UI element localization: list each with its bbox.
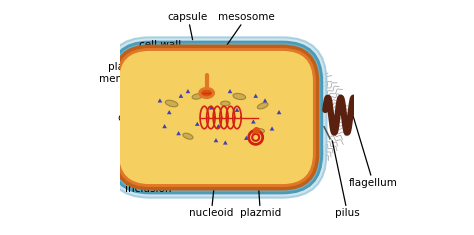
Polygon shape bbox=[216, 124, 221, 128]
FancyBboxPatch shape bbox=[119, 51, 313, 184]
Polygon shape bbox=[223, 140, 228, 145]
Ellipse shape bbox=[252, 129, 264, 134]
Polygon shape bbox=[244, 136, 249, 140]
Polygon shape bbox=[251, 119, 255, 124]
Polygon shape bbox=[162, 124, 167, 128]
Polygon shape bbox=[209, 105, 214, 110]
FancyBboxPatch shape bbox=[110, 42, 322, 193]
Text: cell wall: cell wall bbox=[139, 40, 181, 71]
Polygon shape bbox=[228, 89, 232, 93]
Polygon shape bbox=[179, 94, 183, 98]
Polygon shape bbox=[176, 131, 181, 135]
Polygon shape bbox=[270, 126, 274, 131]
Text: cytoplasm: cytoplasm bbox=[118, 113, 172, 122]
Polygon shape bbox=[277, 110, 282, 114]
Polygon shape bbox=[186, 89, 190, 93]
Polygon shape bbox=[200, 89, 204, 93]
Text: mesosome: mesosome bbox=[207, 12, 275, 74]
Text: flagellum: flagellum bbox=[349, 109, 398, 188]
FancyBboxPatch shape bbox=[106, 37, 327, 198]
Text: pilus: pilus bbox=[332, 141, 360, 218]
Text: plasma
membrane: plasma membrane bbox=[99, 62, 155, 108]
FancyBboxPatch shape bbox=[114, 46, 318, 189]
Ellipse shape bbox=[192, 94, 202, 99]
Text: plazmid: plazmid bbox=[240, 144, 281, 218]
Ellipse shape bbox=[200, 88, 214, 98]
Polygon shape bbox=[195, 122, 200, 126]
Ellipse shape bbox=[257, 103, 268, 109]
Text: nucleoid: nucleoid bbox=[189, 125, 234, 218]
Polygon shape bbox=[214, 138, 219, 142]
Ellipse shape bbox=[183, 133, 193, 139]
Polygon shape bbox=[235, 108, 239, 112]
Text: capsule: capsule bbox=[168, 12, 208, 40]
Polygon shape bbox=[253, 94, 258, 98]
Ellipse shape bbox=[221, 101, 230, 106]
Polygon shape bbox=[263, 98, 267, 102]
Polygon shape bbox=[157, 98, 162, 102]
Polygon shape bbox=[167, 110, 172, 114]
Ellipse shape bbox=[233, 93, 246, 100]
Ellipse shape bbox=[165, 100, 178, 107]
Text: ribosome
inclusion: ribosome inclusion bbox=[124, 141, 183, 194]
